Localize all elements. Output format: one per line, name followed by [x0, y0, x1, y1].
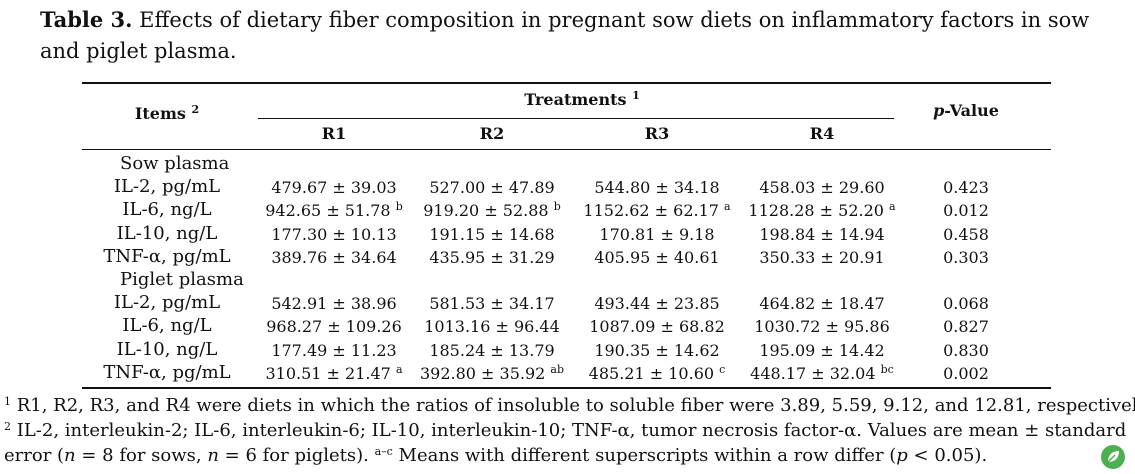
- table-cell-r3: 170.81 ± 9.18: [599, 224, 715, 244]
- table-header-rule: [82, 149, 1051, 150]
- table-cell-item: IL-2, pg/mL: [113, 292, 221, 314]
- table-cell-r4: 195.09 ± 14.42: [759, 340, 885, 360]
- table-cell-item: IL-6, ng/L: [122, 315, 212, 337]
- table-cell-item: IL-6, ng/L: [122, 199, 212, 221]
- table-cell-r3: 190.35 ± 14.62: [594, 340, 720, 360]
- table-cell-r1: 177.49 ± 11.23: [271, 340, 397, 360]
- table-cell-r4: 464.82 ± 18.47: [759, 294, 885, 314]
- header-r4: R4: [809, 124, 835, 143]
- table-cell-r2: 392.80 ± 35.92 ab: [419, 362, 565, 383]
- table-cell-r4: 448.17 ± 32.04 bc: [750, 362, 894, 383]
- group-title: Sow plasma: [120, 153, 230, 174]
- table-cell-r1: 177.30 ± 10.13: [271, 224, 397, 244]
- table-cell-r3: 544.80 ± 34.18: [594, 178, 720, 198]
- table-cell-r3: 493.44 ± 23.85: [594, 294, 720, 314]
- header-treatments: Treatments 1: [524, 89, 640, 109]
- table-cell-p: 0.012: [943, 201, 989, 221]
- table-cell-r1: 479.67 ± 39.03: [271, 178, 397, 198]
- table-cell-r3: 1087.09 ± 68.82: [589, 317, 725, 337]
- header-items: Items 2: [134, 103, 200, 123]
- header-r3: R3: [644, 124, 670, 143]
- footnote-2: 2 IL-2, interleukin-2; IL-6, interleukin…: [4, 420, 1127, 441]
- table-cell-p: 0.303: [943, 247, 989, 267]
- table-cell-p: 0.068: [943, 294, 989, 314]
- table-cell-r2: 919.20 ± 52.88 b: [423, 200, 561, 221]
- footnote-1: 1 R1, R2, R3, and R4 were diets in which…: [4, 395, 1135, 416]
- header-r2: R2: [479, 124, 505, 143]
- table-cell-r4: 1128.28 ± 52.20 a: [748, 200, 896, 221]
- table-cell-r1: 942.65 ± 51.78 b: [265, 200, 403, 221]
- table-cell-p: 0.458: [943, 224, 989, 244]
- table-cell-r2: 191.15 ± 14.68: [429, 224, 555, 244]
- table-cell-r2: 185.24 ± 13.79: [429, 340, 555, 360]
- table-cell-p: 0.423: [943, 178, 989, 198]
- table-cell-r1: 968.27 ± 109.26: [266, 317, 402, 337]
- table-cell-p: 0.827: [943, 317, 989, 337]
- table-cell-r4: 198.84 ± 14.94: [759, 224, 885, 244]
- header-r1: R1: [321, 124, 347, 143]
- group-title: Piglet plasma: [120, 269, 244, 290]
- treatments-rule: [258, 118, 894, 119]
- table-cell-item: IL-10, ng/L: [116, 222, 218, 244]
- table-cell-r1: 389.76 ± 34.64: [271, 247, 397, 267]
- table-cell-r2: 435.95 ± 31.29: [429, 247, 555, 267]
- table-caption-text: Effects of dietary fiber composition in …: [40, 8, 1090, 63]
- table-cell-r1: 542.91 ± 38.96: [271, 294, 397, 314]
- table-cell-r1: 310.51 ± 21.47 a: [265, 362, 403, 383]
- table-cell-item: TNF-α, pg/mL: [103, 245, 231, 267]
- table-cell-r2: 1013.16 ± 96.44: [424, 317, 560, 337]
- table-cell-item: IL-10, ng/L: [116, 338, 218, 360]
- table-cell-r4: 1030.72 ± 95.86: [754, 317, 890, 337]
- table-cell-r3: 1152.62 ± 62.17 a: [583, 200, 731, 221]
- table-cell-r4: 458.03 ± 29.60: [759, 178, 885, 198]
- header-p-value: p-Value: [933, 101, 999, 120]
- journal-leaf-logo-icon: [1101, 445, 1125, 469]
- table-cell-r4: 350.33 ± 20.91: [759, 247, 885, 267]
- table-label: Table 3.: [40, 7, 133, 32]
- table-bottom-rule: [82, 387, 1051, 389]
- table-cell-item: TNF-α, pg/mL: [103, 361, 231, 383]
- table-top-rule: [82, 82, 1051, 84]
- table-cell-r3: 405.95 ± 40.61: [594, 247, 720, 267]
- table-cell-r2: 581.53 ± 34.17: [429, 294, 555, 314]
- footnote-3: error (n = 8 for sows, n = 6 for piglets…: [4, 445, 988, 466]
- table-cell-p: 0.830: [943, 340, 989, 360]
- table-cell-r2: 527.00 ± 47.89: [429, 178, 555, 198]
- table-cell-p: 0.002: [943, 363, 989, 383]
- table-cell-item: IL-2, pg/mL: [113, 176, 221, 198]
- table-cell-r3: 485.21 ± 10.60 c: [588, 362, 726, 383]
- table-caption: Table 3. Effects of dietary fiber compos…: [40, 4, 1110, 67]
